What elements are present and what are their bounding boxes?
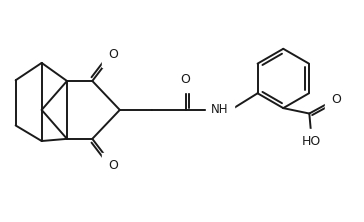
Text: O: O xyxy=(108,159,118,172)
Text: O: O xyxy=(181,73,191,86)
Text: NH: NH xyxy=(211,103,229,116)
Text: O: O xyxy=(331,93,341,106)
Text: HO: HO xyxy=(301,135,321,148)
Text: O: O xyxy=(108,48,118,61)
